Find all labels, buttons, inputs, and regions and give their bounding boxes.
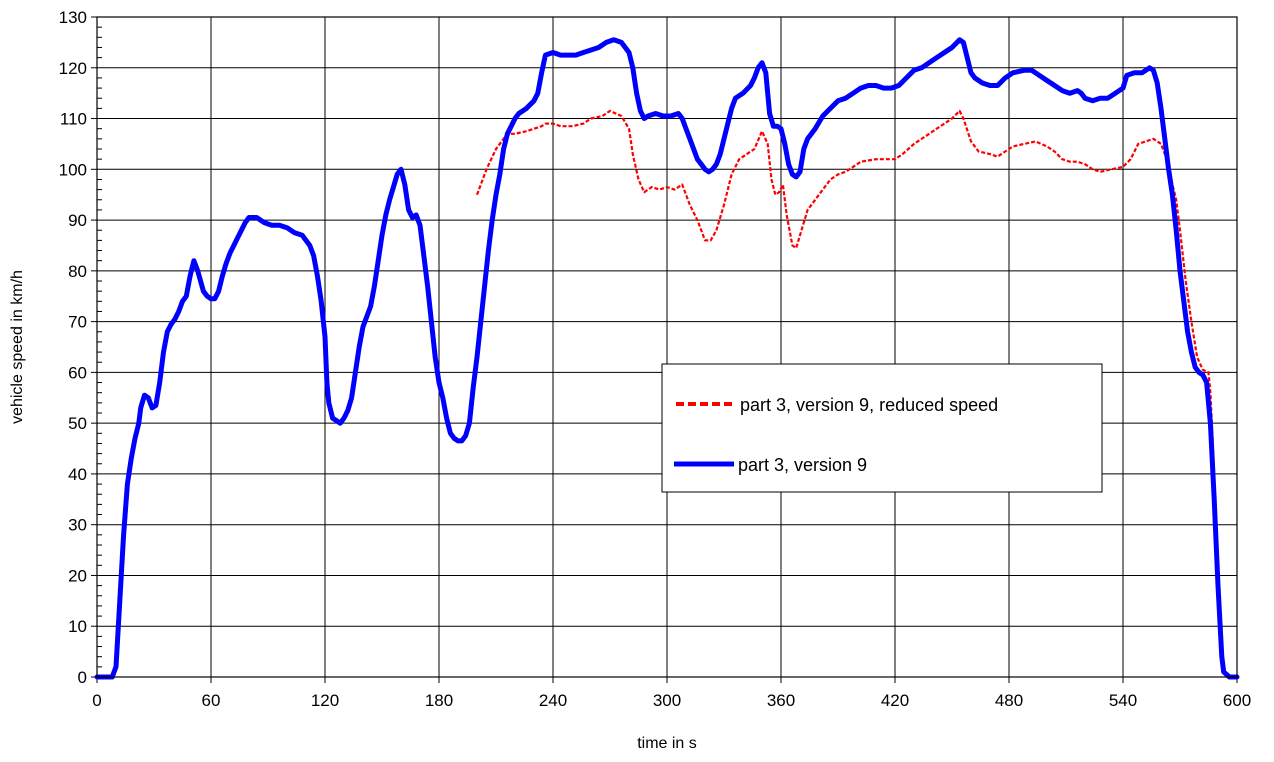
x-tick-label-120: 120	[311, 691, 339, 710]
x-tick-label-240: 240	[539, 691, 567, 710]
y-tick-label-30: 30	[68, 516, 87, 535]
x-axis-title: time in s	[637, 735, 697, 752]
minor-ticks	[97, 26, 102, 668]
y-tick-label-110: 110	[60, 110, 87, 129]
y-tick-label-90: 90	[68, 211, 87, 230]
y-tick-label-80: 80	[68, 262, 87, 281]
legend-label-version-9: part 3, version 9	[738, 455, 867, 475]
x-tick-labels: 0 60 120 180 240 300 360 420 480 540 600	[92, 691, 1251, 710]
major-ticks	[91, 16, 1238, 683]
y-tick-label-70: 70	[68, 313, 87, 332]
legend-label-reduced-speed: part 3, version 9, reduced speed	[740, 395, 998, 415]
x-tick-label-360: 360	[767, 691, 795, 710]
x-tick-label-0: 0	[92, 691, 101, 710]
x-tick-label-540: 540	[1109, 691, 1137, 710]
y-tick-label-120: 120	[59, 59, 87, 78]
y-tick-label-0: 0	[78, 668, 87, 687]
y-tick-labels: 0 10 20 30 40 50 60 70 80 90 100 110 120 130	[59, 8, 87, 687]
y-tick-label-20: 20	[68, 566, 87, 585]
x-tick-label-60: 60	[202, 691, 221, 710]
series-line-1	[94, 37, 1240, 680]
y-tick-label-60: 60	[68, 363, 87, 382]
series-layer	[94, 37, 1240, 680]
x-tick-label-300: 300	[653, 691, 681, 710]
plot-frame	[96, 16, 1238, 678]
legend-box	[661, 363, 1103, 493]
y-tick-label-100: 100	[59, 160, 87, 179]
y-tick-label-50: 50	[68, 414, 87, 433]
x-tick-label-420: 420	[881, 691, 909, 710]
series-line-0	[475, 109, 1237, 679]
legend: part 3, version 9, reduced speed part 3,…	[661, 363, 1103, 493]
y-tick-label-10: 10	[68, 617, 87, 636]
y-tick-label-40: 40	[68, 465, 87, 484]
x-tick-label-480: 480	[995, 691, 1023, 710]
y-axis-title: vehicle speed in km/h	[9, 270, 26, 424]
x-tick-label-180: 180	[425, 691, 453, 710]
x-tick-label-600: 600	[1223, 691, 1251, 710]
y-tick-label-130: 130	[59, 8, 87, 27]
